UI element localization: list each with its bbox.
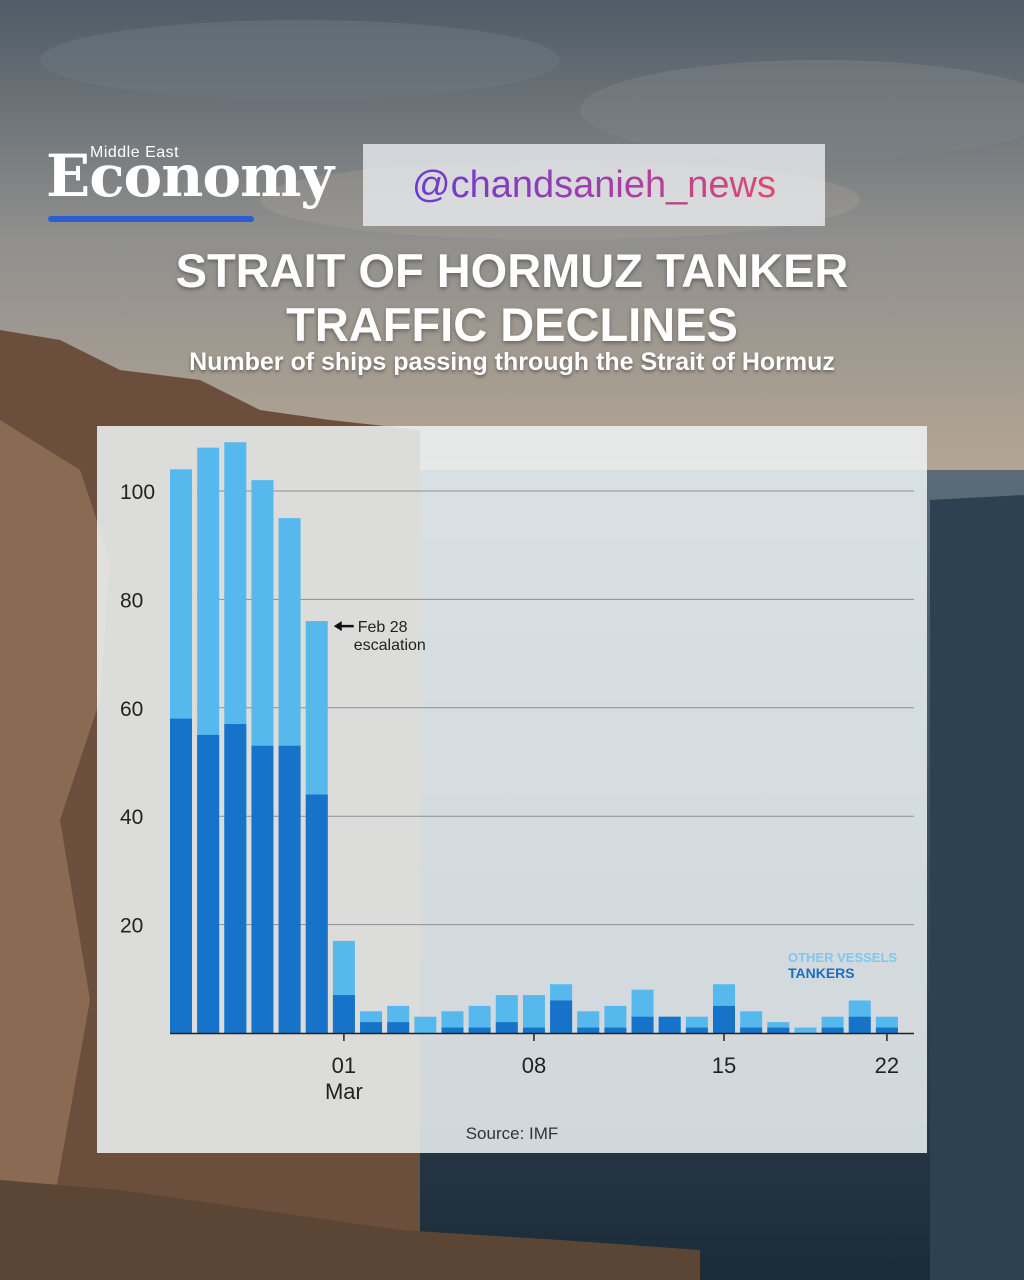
bar-other-vessels bbox=[740, 1011, 763, 1033]
page-subtitle: Number of ships passing through the Stra… bbox=[189, 348, 835, 376]
bar-other-vessels bbox=[794, 1027, 817, 1033]
chart-source: Source: IMF bbox=[466, 1124, 559, 1143]
bar-tankers bbox=[631, 1016, 654, 1033]
bar-tankers bbox=[495, 1022, 518, 1033]
bar-tankers bbox=[170, 718, 192, 1033]
bar-tankers bbox=[197, 734, 220, 1033]
y-tick-label: 60 bbox=[120, 698, 143, 721]
bar-tankers bbox=[577, 1027, 600, 1033]
bar-other-vessels bbox=[468, 1005, 491, 1033]
bar-tankers bbox=[360, 1022, 383, 1033]
x-tick-label: 15 bbox=[712, 1053, 736, 1078]
y-tick-label: 80 bbox=[120, 589, 143, 612]
bar-tankers bbox=[332, 995, 355, 1033]
page-title: STRAIT OF HORMUZ TANKER TRAFFIC DECLINES bbox=[0, 244, 1024, 352]
y-tick-label: 100 bbox=[120, 481, 155, 504]
y-tick-label: 20 bbox=[120, 915, 143, 938]
brand-logo-wordmark: Economy bbox=[46, 142, 334, 210]
bar-other-vessels bbox=[522, 995, 545, 1033]
bar-tankers bbox=[522, 1027, 545, 1033]
bar-tankers bbox=[305, 794, 328, 1033]
brand-underline bbox=[48, 216, 254, 222]
bar-tankers bbox=[278, 745, 301, 1033]
legend-other-vessels: OTHER VESSELS bbox=[788, 950, 897, 965]
bar-other-vessels bbox=[767, 1022, 790, 1033]
brand-logo-small-text: Middle East bbox=[90, 144, 180, 161]
bar-tankers bbox=[251, 745, 274, 1033]
social-handle: @chandsanieh_news bbox=[412, 163, 776, 206]
annotation-label: Feb 28 bbox=[358, 619, 408, 636]
bar-tankers bbox=[685, 1027, 708, 1033]
y-tick-label: 40 bbox=[120, 806, 143, 829]
annotation-arrow-head bbox=[333, 621, 342, 632]
bar-other-vessels bbox=[577, 1011, 600, 1033]
bar-tankers bbox=[740, 1027, 763, 1033]
bar-tankers bbox=[658, 1016, 681, 1033]
bar-tankers bbox=[387, 1022, 410, 1033]
bar-other-vessels bbox=[414, 1016, 437, 1033]
x-tick-label-month: Mar bbox=[325, 1079, 363, 1104]
title-line-2: TRAFFIC DECLINES bbox=[286, 298, 738, 351]
legend-tankers: TANKERS bbox=[788, 965, 855, 981]
bar-tankers bbox=[848, 1016, 871, 1033]
x-tick-label: 08 bbox=[522, 1053, 546, 1078]
bar-tankers bbox=[604, 1027, 627, 1033]
bar-tankers bbox=[821, 1027, 844, 1033]
bar-tankers bbox=[550, 1000, 573, 1033]
annotation-label: escalation bbox=[354, 637, 426, 654]
chart-panel: 20 40 60 80 100 01 Mar 08 15 22 Feb 28 escalation OT… bbox=[97, 426, 927, 1153]
bar-tankers bbox=[224, 724, 247, 1033]
x-tick-label: 22 bbox=[875, 1053, 899, 1078]
social-handle-box: @chandsanieh_news bbox=[363, 144, 825, 226]
bar-tankers bbox=[767, 1027, 790, 1033]
bar-tankers bbox=[468, 1027, 491, 1033]
bar-tankers bbox=[713, 1005, 735, 1033]
bar-tankers bbox=[875, 1027, 898, 1033]
bar-other-vessels bbox=[441, 1011, 464, 1033]
brand-logo: Middle East Economy bbox=[46, 140, 346, 230]
x-tick-label: 01 bbox=[332, 1053, 356, 1078]
title-line-1: STRAIT OF HORMUZ TANKER bbox=[175, 244, 849, 297]
bar-other-vessels bbox=[604, 1005, 627, 1033]
bar-tankers bbox=[441, 1027, 464, 1033]
